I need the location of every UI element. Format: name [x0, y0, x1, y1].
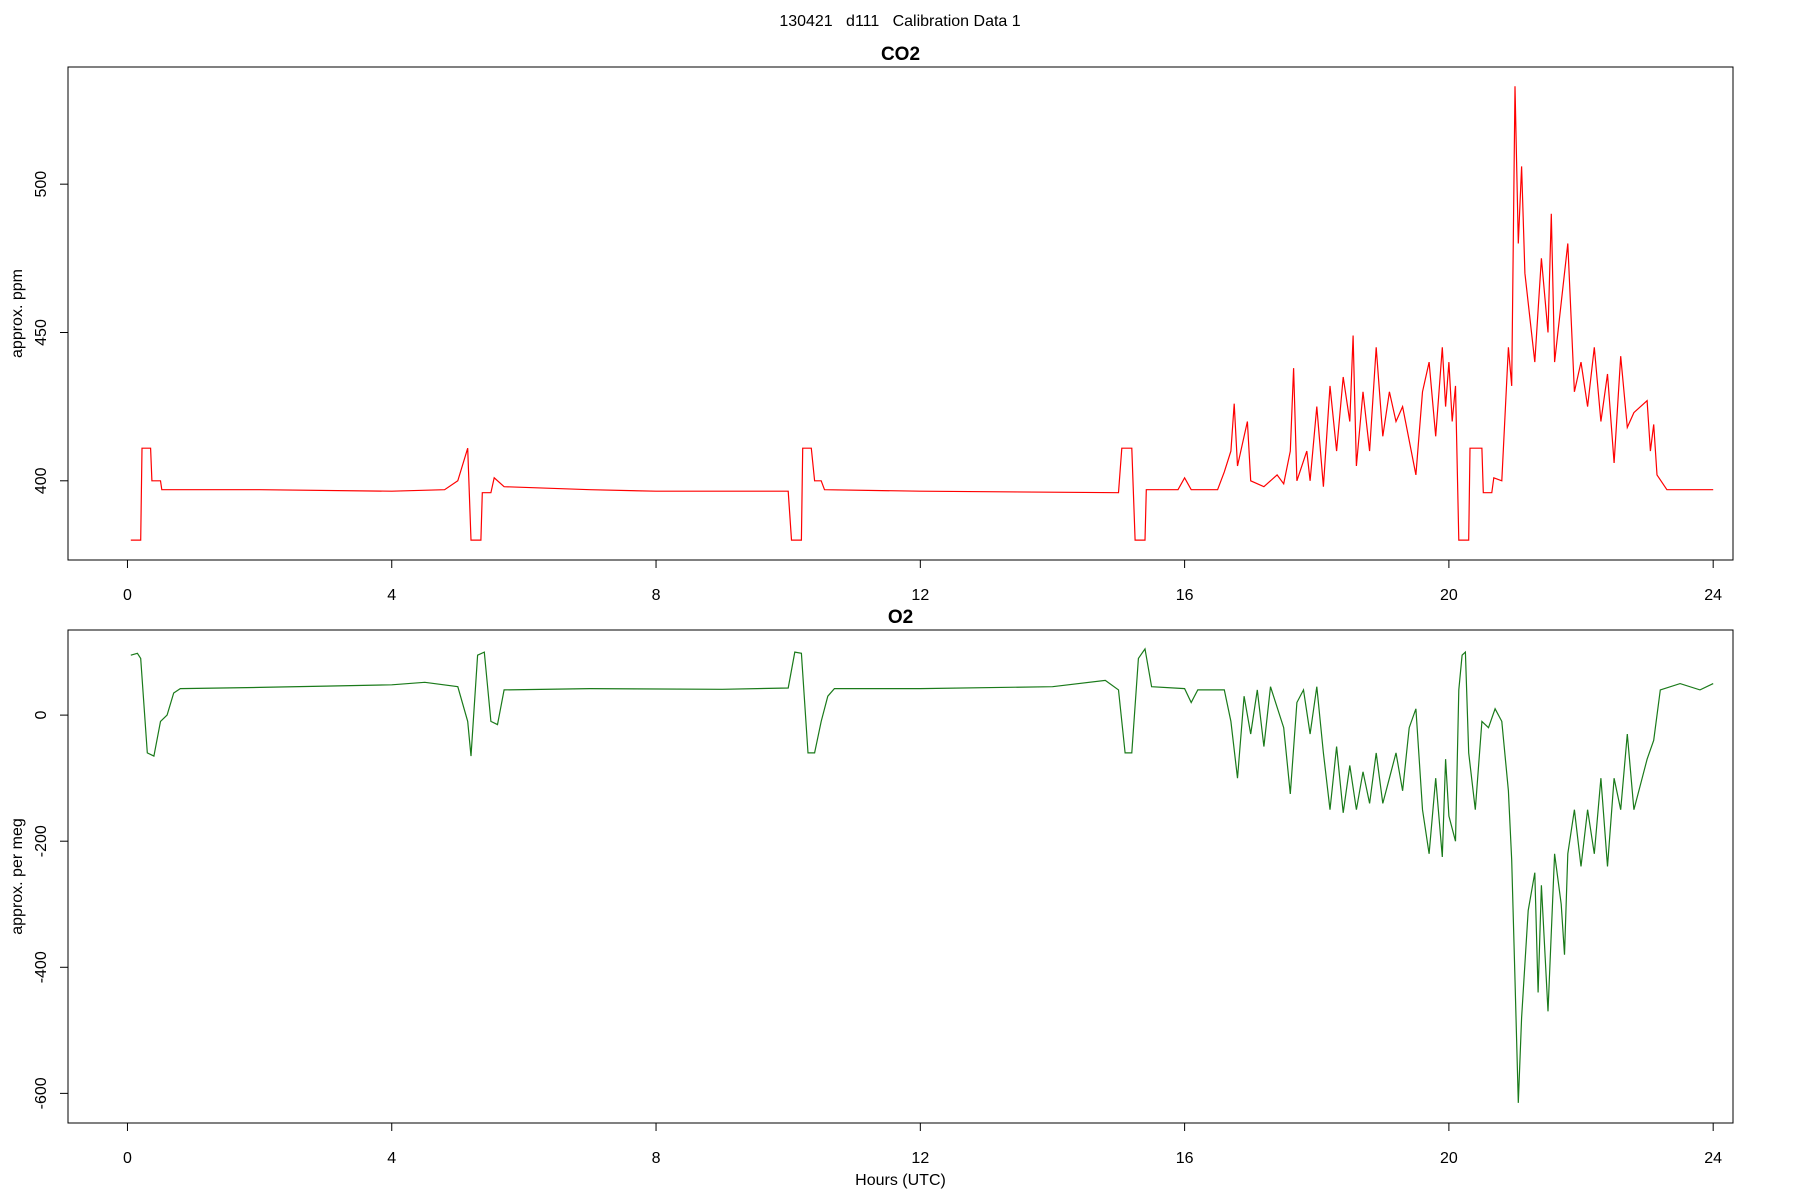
- x-tick-label: 24: [1704, 587, 1722, 604]
- y-tick-label: 500: [33, 171, 50, 198]
- x-tick-label: 12: [911, 587, 929, 604]
- x-tick-label: 0: [123, 587, 132, 604]
- x-tick-label: 8: [652, 587, 661, 604]
- y-tick-label: -600: [33, 1077, 50, 1109]
- x-tick-label: 4: [387, 587, 396, 604]
- x-tick-label: 12: [911, 1150, 929, 1167]
- data-line: [130, 647, 1714, 1103]
- y-tick-label: -400: [33, 951, 50, 983]
- x-tick-label: 20: [1440, 1150, 1458, 1167]
- x-tick-label: 16: [1176, 1150, 1194, 1167]
- figure-title: 130421 d111 Calibration Data 1: [779, 13, 1020, 30]
- y-tick-label: 400: [33, 467, 50, 494]
- y-tick-label: -200: [33, 825, 50, 857]
- y-tick-label: 450: [33, 319, 50, 346]
- x-tick-label: 8: [652, 1150, 661, 1167]
- x-tick-label: 0: [123, 1150, 132, 1167]
- panel-title: O2: [888, 607, 913, 628]
- plot-frame: [67, 629, 1734, 1124]
- data-line: [130, 86, 1714, 541]
- x-axis-label: Hours (UTC): [855, 1172, 946, 1189]
- y-axis-label: approx. per meg: [9, 818, 26, 935]
- y-axis-label: approx. ppm: [9, 269, 26, 358]
- panel-title: CO2: [881, 44, 920, 65]
- y-tick-label: 0: [33, 711, 50, 720]
- x-tick-label: 4: [387, 1150, 396, 1167]
- x-tick-label: 24: [1704, 1150, 1722, 1167]
- x-tick-label: 20: [1440, 587, 1458, 604]
- x-tick-label: 16: [1176, 587, 1194, 604]
